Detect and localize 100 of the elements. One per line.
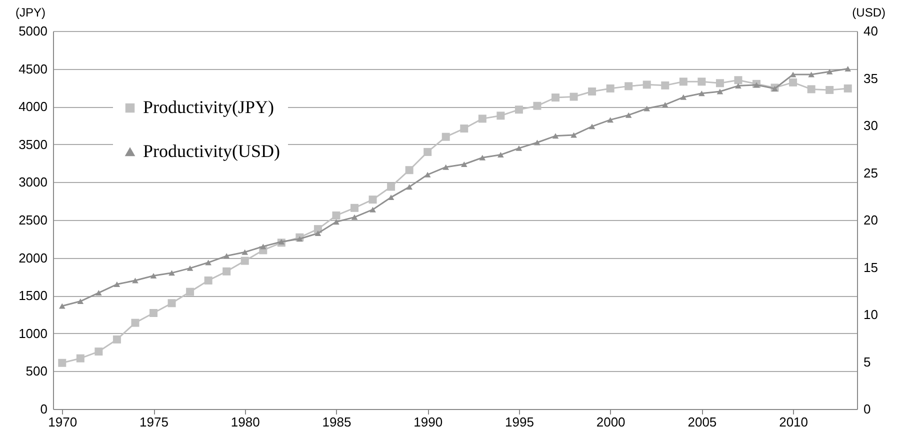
point	[478, 114, 486, 123]
x-tick-label: 1985	[322, 414, 352, 430]
x-tick-label: 1970	[48, 414, 78, 430]
point	[278, 238, 285, 244]
point	[204, 276, 212, 284]
point	[661, 81, 670, 90]
y-tick-label: 500	[26, 364, 48, 379]
point	[424, 172, 431, 178]
point	[789, 78, 798, 86]
point	[588, 124, 596, 130]
point	[680, 94, 687, 100]
point	[808, 72, 814, 78]
point	[533, 102, 542, 110]
point	[351, 214, 358, 220]
point	[460, 162, 468, 167]
point	[662, 102, 668, 108]
point	[716, 88, 724, 94]
point	[186, 288, 194, 296]
point	[333, 219, 340, 225]
legend-label: Productivity(JPY)	[143, 97, 274, 117]
point	[406, 184, 412, 190]
point	[314, 230, 322, 236]
point	[77, 298, 84, 304]
point	[570, 132, 577, 138]
y2-tick-label: 10	[864, 307, 878, 322]
x-tick-label: 1980	[230, 414, 260, 430]
point	[516, 145, 522, 151]
point	[734, 76, 742, 84]
point	[735, 83, 742, 89]
point	[368, 196, 377, 204]
y-tick-label: 1500	[18, 288, 48, 304]
point	[405, 166, 414, 174]
y-tick-label: 3000	[18, 174, 48, 190]
point	[94, 348, 103, 356]
y2-tick-label: 15	[864, 260, 878, 275]
point	[150, 308, 158, 317]
point	[514, 106, 523, 114]
point	[716, 79, 724, 88]
point	[552, 94, 560, 102]
point	[222, 267, 231, 276]
y2-tick-label: 0	[864, 402, 871, 416]
y-tick-label: 3500	[18, 136, 48, 152]
point	[698, 78, 706, 86]
point	[625, 112, 632, 118]
point	[588, 87, 596, 96]
point	[240, 256, 249, 265]
point	[332, 211, 340, 220]
point	[606, 84, 614, 92]
point	[479, 154, 486, 160]
point	[552, 133, 559, 139]
point	[260, 244, 266, 250]
point	[58, 303, 66, 309]
point	[370, 206, 376, 212]
y-tick-label: 2500	[18, 212, 48, 228]
point	[96, 290, 102, 296]
point	[498, 152, 504, 158]
legend-label: Productivity(USD)	[143, 141, 280, 161]
point	[826, 68, 833, 74]
point	[534, 140, 540, 146]
y2-tick-label: 30	[864, 118, 878, 133]
y2-tick-label: 5	[864, 354, 871, 370]
point	[424, 148, 432, 156]
y2-axis-title: (USD)	[852, 6, 886, 20]
point	[644, 106, 650, 112]
point	[58, 358, 66, 367]
point	[460, 124, 468, 133]
point	[114, 282, 120, 287]
y-tick-label: 0	[40, 402, 48, 416]
point	[388, 194, 394, 200]
x-tick-label: 1990	[414, 414, 443, 430]
y2-tick-label: 20	[864, 212, 878, 228]
point	[442, 132, 450, 141]
y-tick-label: 1000	[18, 326, 48, 341]
point	[807, 85, 816, 94]
point	[150, 273, 157, 278]
x-tick-label: 1975	[140, 414, 168, 430]
point	[496, 112, 505, 120]
point	[296, 236, 303, 242]
x-tick-label: 1995	[504, 414, 534, 430]
y-tick-label: 2000	[18, 250, 48, 266]
y-tick-label: 5000	[18, 24, 48, 38]
point	[168, 270, 175, 276]
y-tick-label: 4000	[18, 99, 48, 114]
x-tick-label: 2010	[779, 414, 808, 430]
point	[205, 260, 212, 266]
point	[642, 80, 651, 89]
point	[223, 253, 230, 259]
point	[387, 182, 396, 191]
point	[698, 90, 705, 96]
point	[168, 299, 176, 308]
point	[624, 82, 633, 90]
y-axis-title: (JPY)	[16, 6, 46, 20]
y2-tick-label: 35	[864, 70, 878, 86]
x-tick-label: 2000	[596, 414, 626, 430]
y-tick-label: 4500	[18, 61, 48, 76]
point	[112, 335, 121, 344]
point	[570, 92, 578, 101]
point	[350, 204, 358, 212]
point	[844, 66, 852, 72]
y2-tick-label: 40	[864, 24, 878, 38]
